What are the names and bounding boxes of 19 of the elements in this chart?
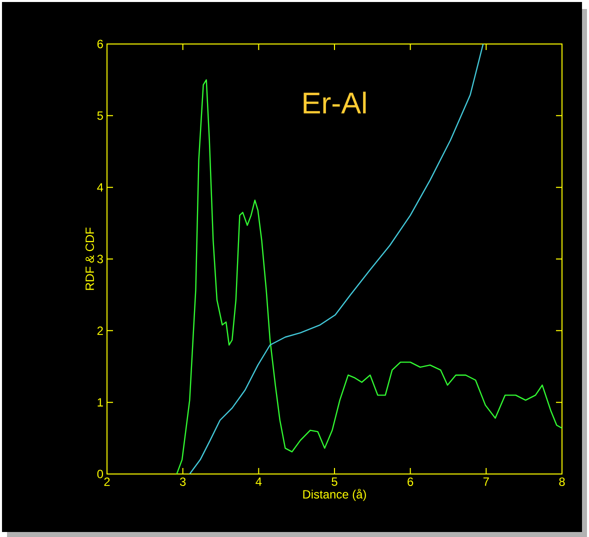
y-tick-label: 0 [97, 470, 104, 478]
y-axis-title: RDF & CDF [86, 228, 94, 290]
line-series [176, 79, 562, 474]
x-tick-label: 8 [559, 478, 565, 486]
y-tick-label: 2 [97, 326, 103, 335]
y-tick-label: 5 [97, 112, 103, 120]
x-tick-label: 6 [408, 478, 414, 486]
line-series [189, 44, 484, 474]
text: Er-Al [304, 92, 366, 114]
y-tick-label: 3 [97, 254, 103, 264]
x-axis-title: Distance (å) [303, 488, 366, 501]
x-tick-label: 5 [332, 478, 338, 486]
x-tick-label: 7 [483, 478, 489, 486]
x-tick-label: 3 [180, 478, 186, 486]
x-tick-label: 2 [104, 478, 110, 486]
y-tick-label: 6 [97, 40, 103, 48]
y-tick-label: 1 [98, 398, 103, 406]
x-tick-label: 4 [256, 478, 262, 486]
y-tick-label: 4 [97, 183, 104, 192]
